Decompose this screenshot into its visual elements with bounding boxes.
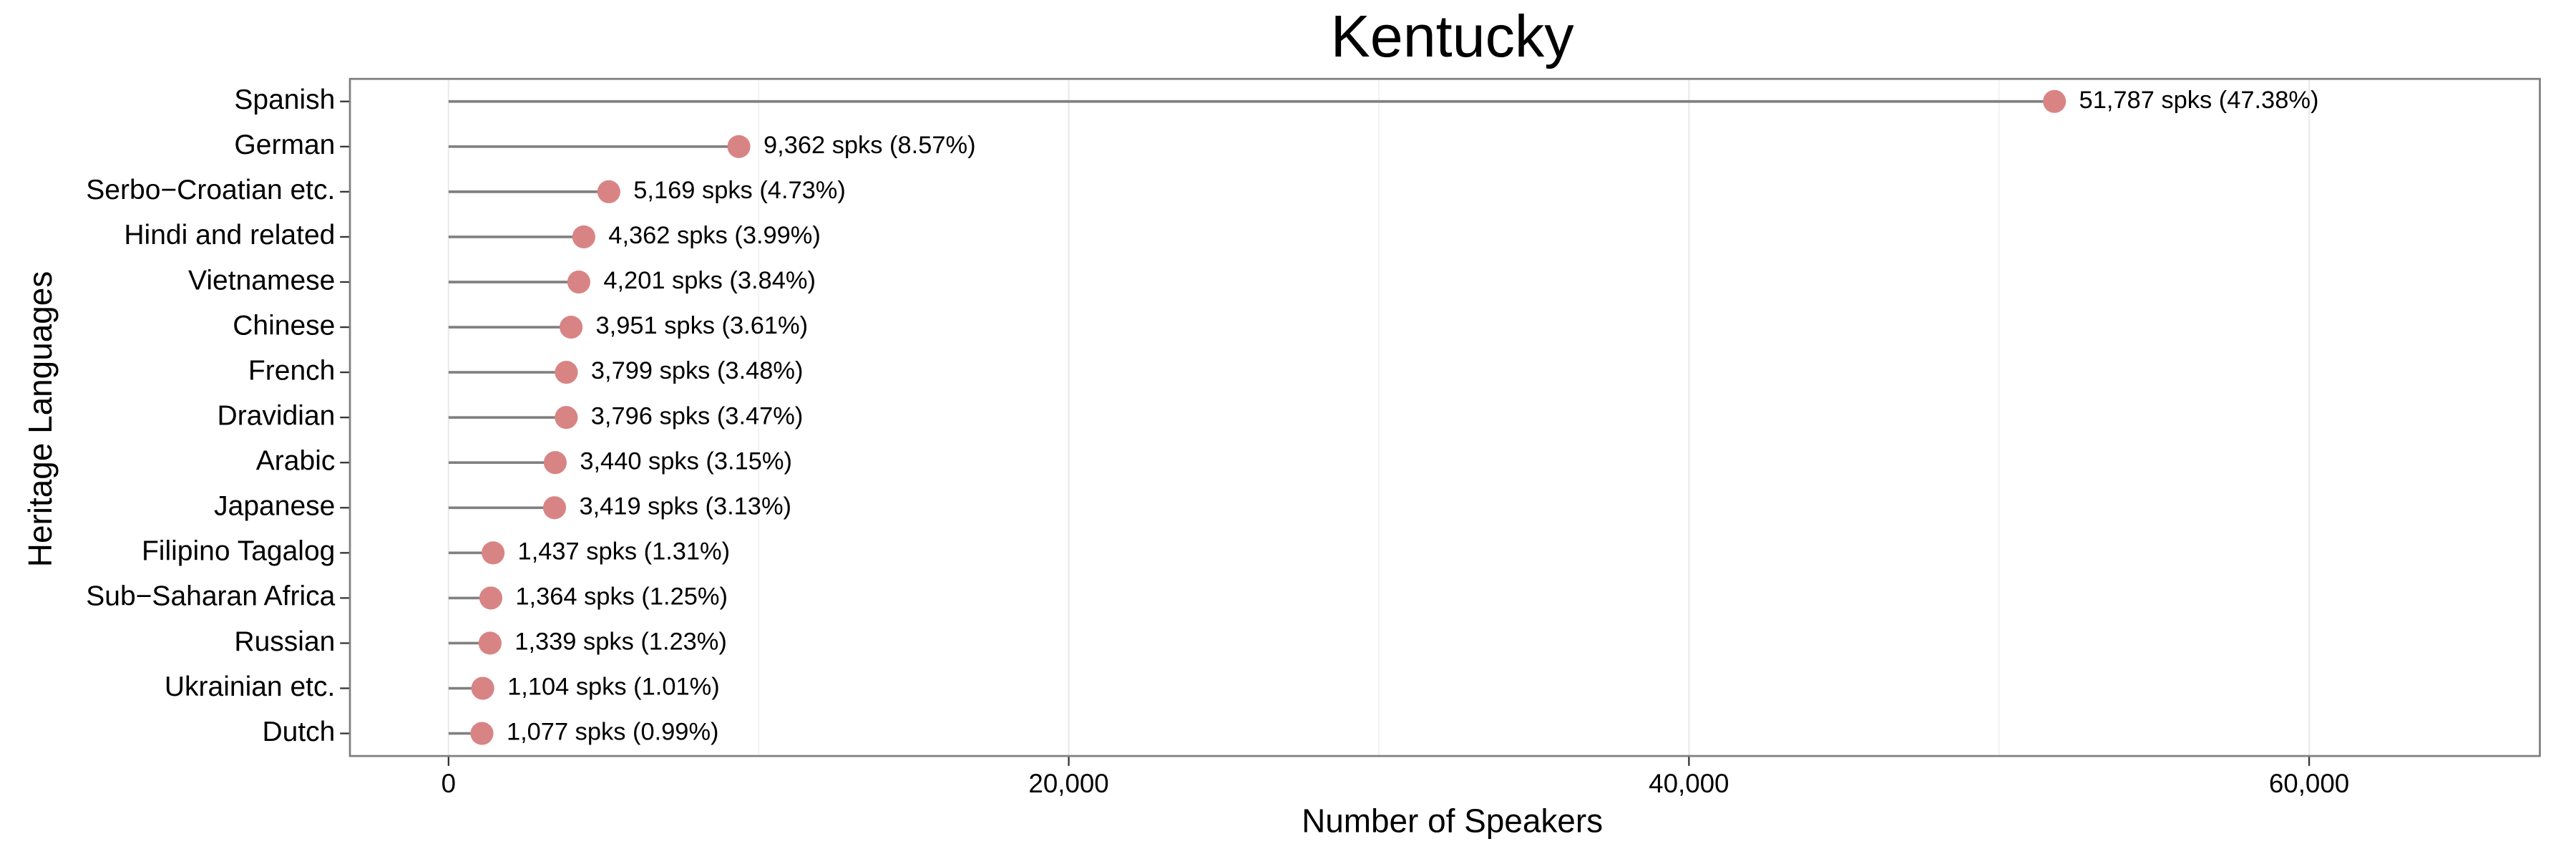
x-tick-label: 60,000: [2269, 769, 2349, 798]
point: [471, 676, 494, 700]
point: [543, 451, 567, 475]
point: [555, 361, 578, 384]
plot-background: [350, 79, 2540, 757]
value-label: 3,951 spks (3.61%): [596, 312, 809, 339]
y-tick-label: Dutch: [262, 717, 335, 747]
value-label: 9,362 spks (8.57%): [763, 132, 976, 159]
x-tick-label: 20,000: [1028, 769, 1108, 798]
point: [567, 270, 590, 294]
y-tick-label: Spanish: [234, 84, 335, 115]
value-label: 51,787 spks (47.38%): [2079, 87, 2319, 114]
point: [542, 496, 567, 520]
y-tick-label: Serbo−Croatian etc.: [86, 175, 335, 205]
value-label: 4,201 spks (3.84%): [603, 267, 816, 294]
value-label: 5,169 spks (4.73%): [633, 177, 846, 204]
point: [555, 406, 578, 430]
point: [572, 225, 595, 248]
plot-border: [348, 77, 2541, 757]
point: [560, 315, 583, 339]
y-tick-label: Dravidian: [218, 400, 336, 431]
point: [478, 631, 502, 655]
y-tick-label: Russian: [234, 626, 335, 657]
y-tick-label: Vietnamese: [188, 265, 335, 296]
value-label: 1,077 spks (0.99%): [507, 719, 719, 746]
point: [597, 180, 620, 203]
y-tick-label: Sub−Saharan Africa: [86, 581, 335, 612]
y-tick-label: Japanese: [214, 491, 335, 522]
x-axis-title: Number of Speakers: [1302, 802, 1603, 839]
point: [727, 135, 751, 158]
value-label: 3,796 spks (3.47%): [591, 402, 804, 430]
y-tick-label: Chinese: [233, 310, 335, 341]
y-tick-label: German: [234, 130, 335, 160]
y-axis-title: Heritage Languages: [21, 271, 59, 567]
point: [479, 586, 503, 610]
value-label: 3,440 spks (3.15%): [580, 447, 792, 475]
value-label: 1,437 spks (1.31%): [518, 538, 731, 565]
chart-title: Kentucky: [1331, 3, 1575, 69]
y-tick-label: Hindi and related: [124, 220, 335, 251]
value-label: 1,339 spks (1.23%): [514, 629, 727, 656]
x-tick-label: 0: [441, 769, 456, 798]
y-tick-label: Arabic: [256, 446, 336, 477]
value-label: 4,362 spks (3.99%): [608, 222, 821, 249]
point: [2043, 89, 2067, 113]
point: [482, 541, 505, 565]
y-tick-label: Filipino Tagalog: [142, 536, 335, 567]
point: [470, 722, 494, 745]
value-label: 1,364 spks (1.25%): [515, 583, 728, 610]
value-label: 3,419 spks (3.13%): [579, 492, 791, 520]
y-tick-label: French: [248, 355, 335, 386]
x-tick-label: 40,000: [1649, 769, 1729, 798]
y-tick-label: Ukrainian etc.: [165, 671, 336, 702]
value-label: 3,799 spks (3.48%): [591, 357, 804, 384]
value-label: 1,104 spks (1.01%): [507, 674, 720, 701]
